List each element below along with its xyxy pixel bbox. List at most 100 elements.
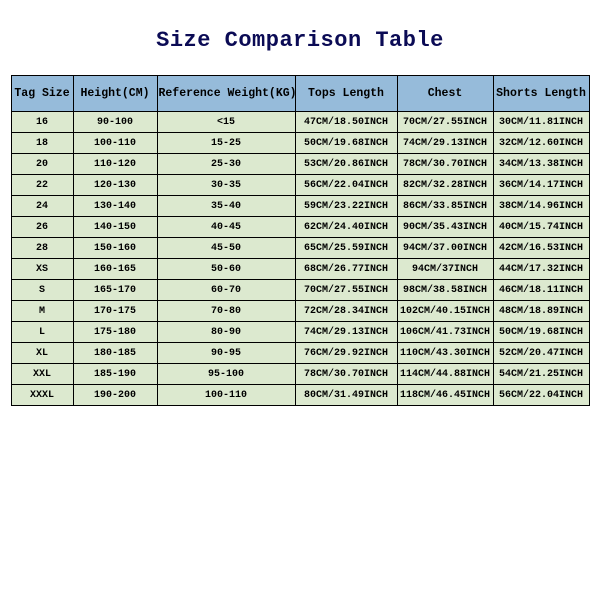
table-body: 1690-100<1547CM/18.50INCH70CM/27.55INCH3… [11,112,589,406]
table-row: 28150-16045-5065CM/25.59INCH94CM/37.00IN… [11,238,589,259]
cell: 160-165 [73,259,157,280]
cell: 30-35 [157,175,295,196]
cell: 130-140 [73,196,157,217]
cell: 18 [11,133,73,154]
cell: 40-45 [157,217,295,238]
cell: 25-30 [157,154,295,175]
cell: 36CM/14.17INCH [493,175,589,196]
table-header-row: Tag Size Height(CM) Reference Weight(KG)… [11,76,589,112]
cell: 38CM/14.96INCH [493,196,589,217]
cell: 70CM/27.55INCH [397,112,493,133]
cell: 95-100 [157,364,295,385]
cell: 42CM/16.53INCH [493,238,589,259]
cell: 32CM/12.60INCH [493,133,589,154]
cell: XXXL [11,385,73,406]
cell: 47CM/18.50INCH [295,112,397,133]
table-row: 20110-12025-3053CM/20.86INCH78CM/30.70IN… [11,154,589,175]
cell: 100-110 [73,133,157,154]
cell: 56CM/22.04INCH [295,175,397,196]
cell: XL [11,343,73,364]
cell: 24 [11,196,73,217]
cell: 50-60 [157,259,295,280]
cell: 53CM/20.86INCH [295,154,397,175]
col-tops-length: Tops Length [295,76,397,112]
cell: 56CM/22.04INCH [493,385,589,406]
cell: 22 [11,175,73,196]
cell: 70-80 [157,301,295,322]
table-row: 24130-14035-4059CM/23.22INCH86CM/33.85IN… [11,196,589,217]
cell: <15 [157,112,295,133]
cell: XXL [11,364,73,385]
cell: 170-175 [73,301,157,322]
table-row: 26140-15040-4562CM/24.40INCH90CM/35.43IN… [11,217,589,238]
cell: 15-25 [157,133,295,154]
col-chest: Chest [397,76,493,112]
col-shorts-length: Shorts Length [493,76,589,112]
cell: 76CM/29.92INCH [295,343,397,364]
table-row: L175-18080-9074CM/29.13INCH106CM/41.73IN… [11,322,589,343]
cell: 86CM/33.85INCH [397,196,493,217]
cell: S [11,280,73,301]
cell: 59CM/23.22INCH [295,196,397,217]
cell: 140-150 [73,217,157,238]
cell: 120-130 [73,175,157,196]
page-title: Size Comparison Table [156,28,444,53]
cell: 26 [11,217,73,238]
cell: 46CM/18.11INCH [493,280,589,301]
cell: 90-95 [157,343,295,364]
col-height: Height(CM) [73,76,157,112]
cell: M [11,301,73,322]
cell: 80-90 [157,322,295,343]
cell: 44CM/17.32INCH [493,259,589,280]
cell: 78CM/30.70INCH [397,154,493,175]
cell: 98CM/38.58INCH [397,280,493,301]
cell: 35-40 [157,196,295,217]
table-row: S165-17060-7070CM/27.55INCH98CM/38.58INC… [11,280,589,301]
cell: 106CM/41.73INCH [397,322,493,343]
table-row: 22120-13030-3556CM/22.04INCH82CM/32.28IN… [11,175,589,196]
cell: 185-190 [73,364,157,385]
cell: 50CM/19.68INCH [295,133,397,154]
col-tag-size: Tag Size [11,76,73,112]
table-row: XS160-16550-6068CM/26.77INCH94CM/37INCH4… [11,259,589,280]
cell: 30CM/11.81INCH [493,112,589,133]
cell: 175-180 [73,322,157,343]
cell: XS [11,259,73,280]
cell: L [11,322,73,343]
cell: 62CM/24.40INCH [295,217,397,238]
cell: 50CM/19.68INCH [493,322,589,343]
cell: 74CM/29.13INCH [397,133,493,154]
cell: 82CM/32.28INCH [397,175,493,196]
cell: 80CM/31.49INCH [295,385,397,406]
cell: 72CM/28.34INCH [295,301,397,322]
cell: 65CM/25.59INCH [295,238,397,259]
cell: 118CM/46.45INCH [397,385,493,406]
cell: 68CM/26.77INCH [295,259,397,280]
cell: 74CM/29.13INCH [295,322,397,343]
cell: 52CM/20.47INCH [493,343,589,364]
table-row: M170-17570-8072CM/28.34INCH102CM/40.15IN… [11,301,589,322]
cell: 48CM/18.89INCH [493,301,589,322]
cell: 180-185 [73,343,157,364]
cell: 110CM/43.30INCH [397,343,493,364]
cell: 54CM/21.25INCH [493,364,589,385]
table-row: XL180-18590-9576CM/29.92INCH110CM/43.30I… [11,343,589,364]
table-row: XXL185-19095-10078CM/30.70INCH114CM/44.8… [11,364,589,385]
cell: 94CM/37INCH [397,259,493,280]
cell: 94CM/37.00INCH [397,238,493,259]
cell: 90-100 [73,112,157,133]
cell: 190-200 [73,385,157,406]
size-table: Tag Size Height(CM) Reference Weight(KG)… [11,75,590,406]
cell: 60-70 [157,280,295,301]
cell: 100-110 [157,385,295,406]
cell: 102CM/40.15INCH [397,301,493,322]
cell: 90CM/35.43INCH [397,217,493,238]
cell: 45-50 [157,238,295,259]
cell: 16 [11,112,73,133]
table-row: 1690-100<1547CM/18.50INCH70CM/27.55INCH3… [11,112,589,133]
cell: 70CM/27.55INCH [295,280,397,301]
cell: 34CM/13.38INCH [493,154,589,175]
cell: 40CM/15.74INCH [493,217,589,238]
cell: 78CM/30.70INCH [295,364,397,385]
cell: 165-170 [73,280,157,301]
